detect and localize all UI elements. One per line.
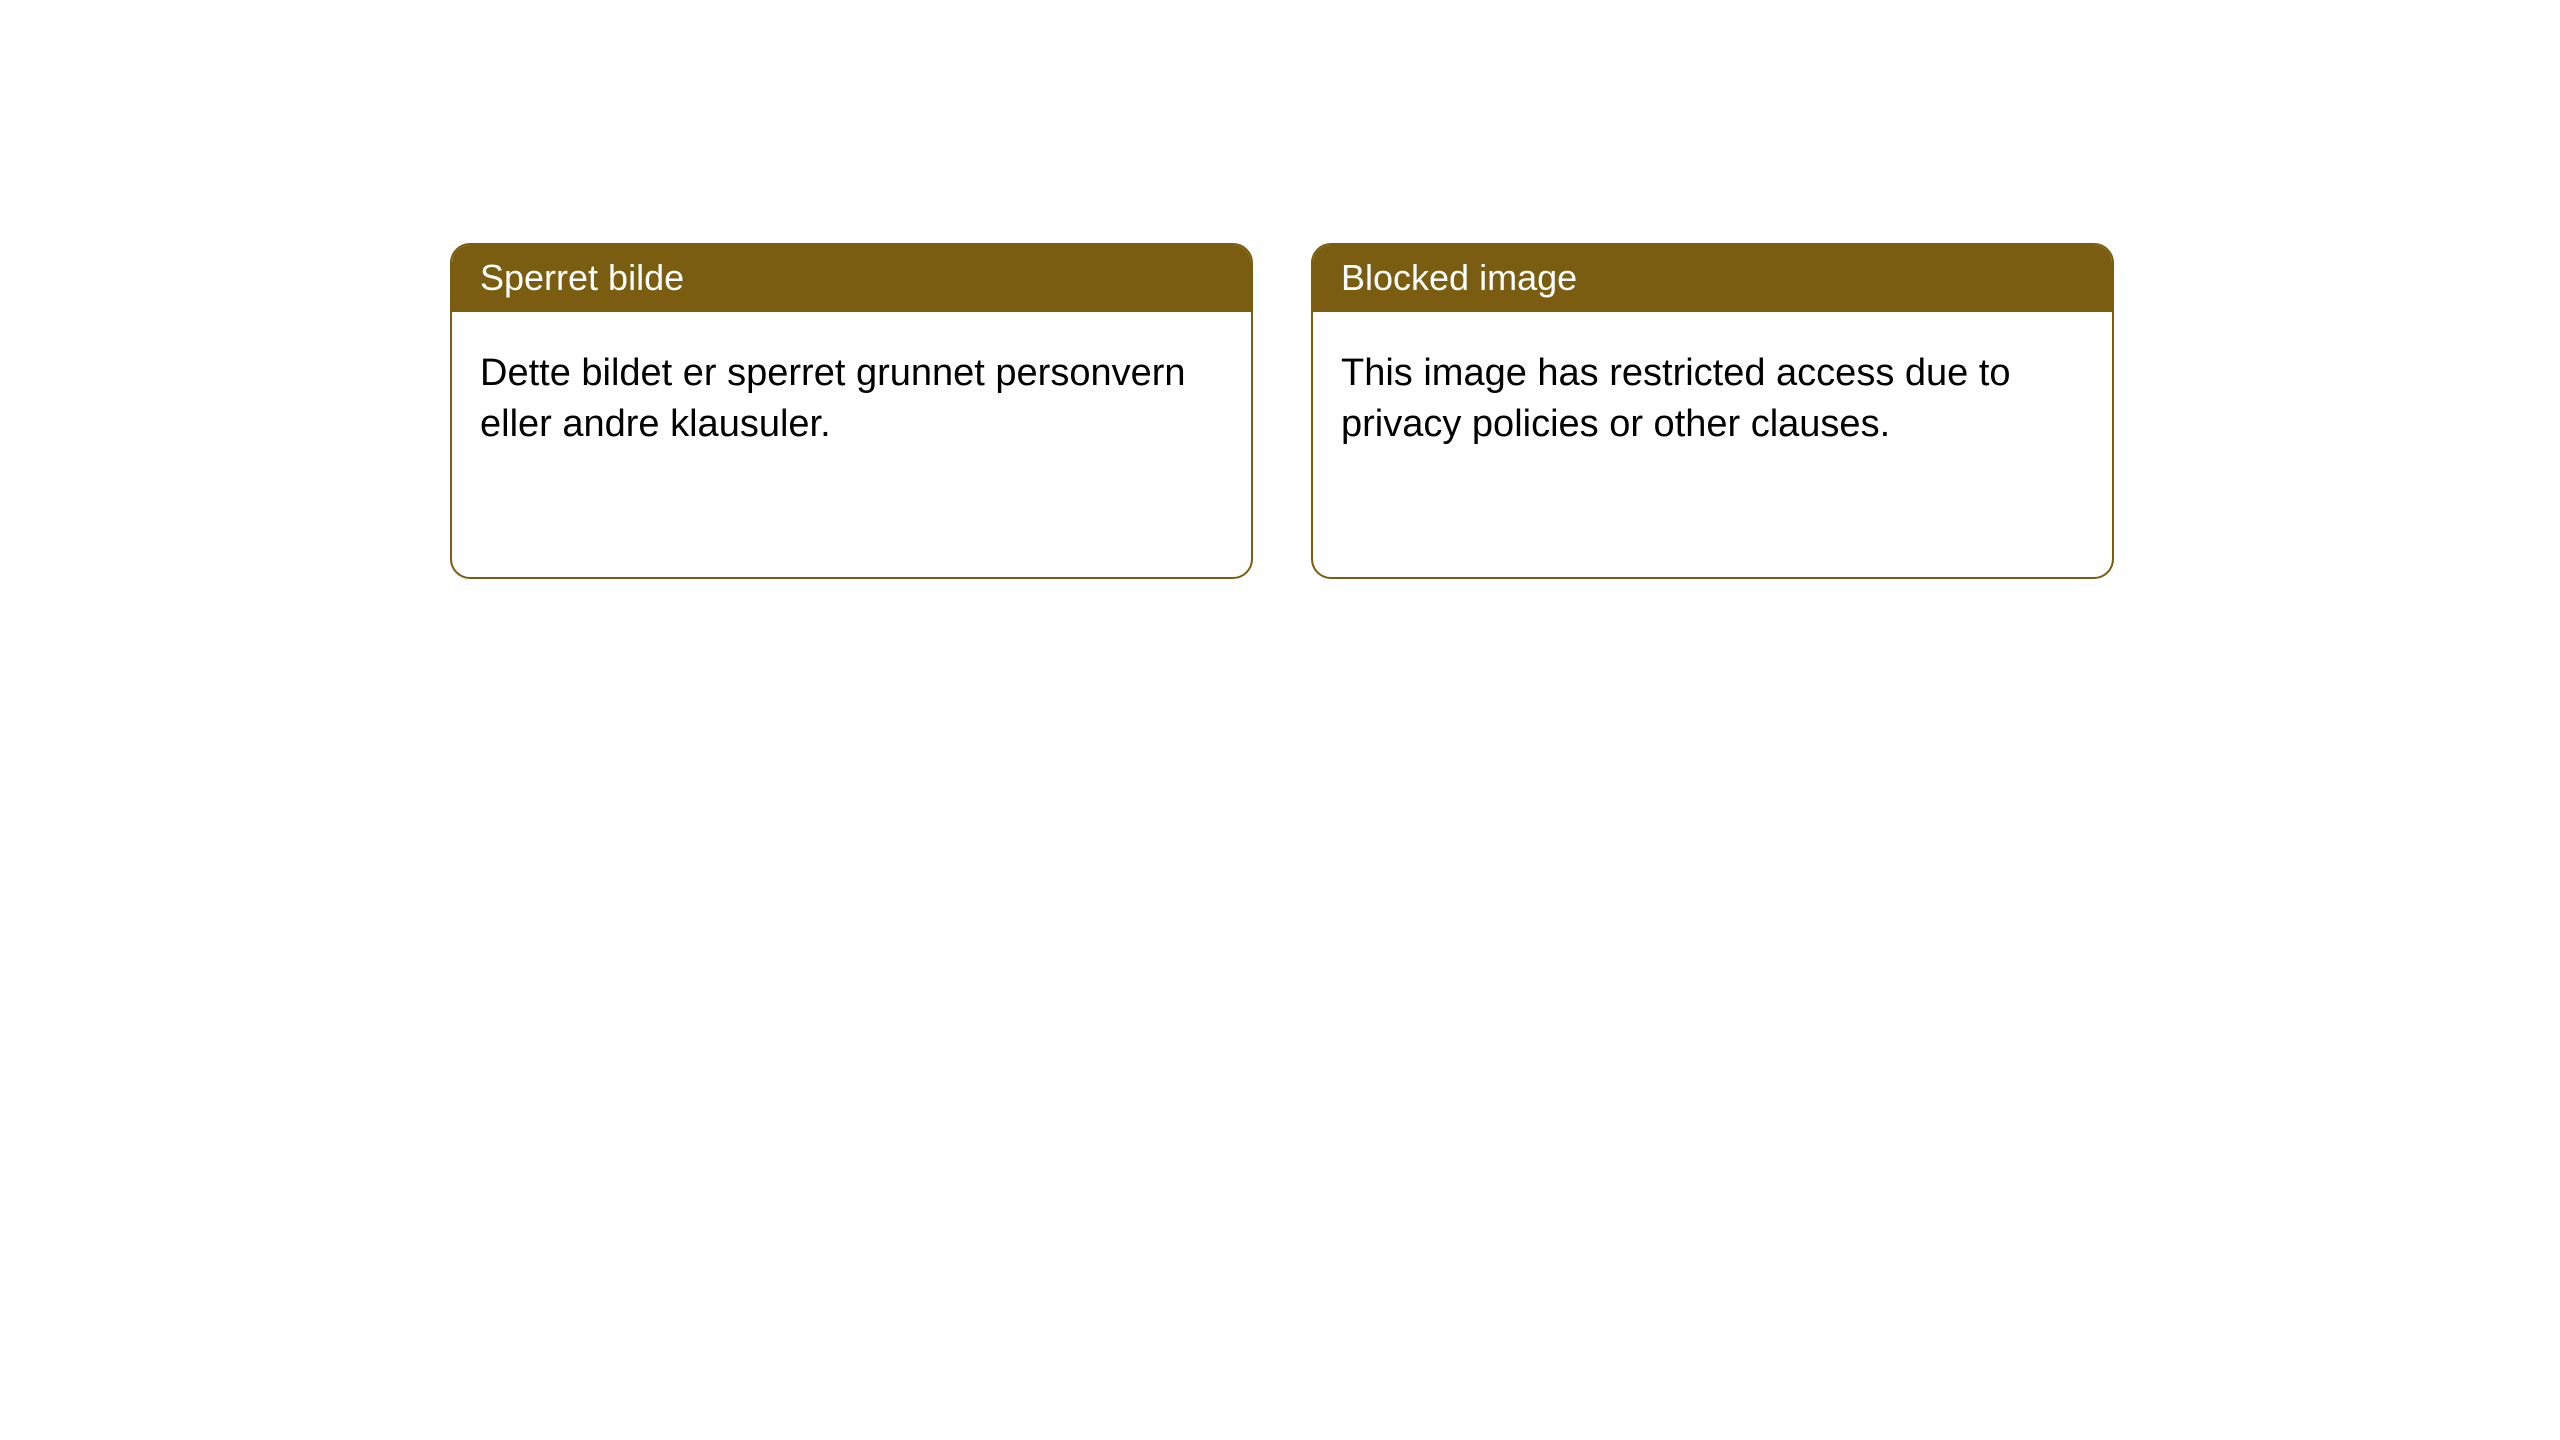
notice-card-english: Blocked image This image has restricted … xyxy=(1311,243,2114,579)
notice-title: Sperret bilde xyxy=(480,257,684,298)
notice-card-body: This image has restricted access due to … xyxy=(1313,312,2112,487)
notice-card-norwegian: Sperret bilde Dette bildet er sperret gr… xyxy=(450,243,1253,579)
notice-card-header: Blocked image xyxy=(1313,245,2112,312)
notice-body-text: Dette bildet er sperret grunnet personve… xyxy=(480,352,1186,445)
notice-body-text: This image has restricted access due to … xyxy=(1341,352,2011,445)
notice-title: Blocked image xyxy=(1341,257,1577,298)
notice-container: Sperret bilde Dette bildet er sperret gr… xyxy=(0,0,2560,579)
notice-card-header: Sperret bilde xyxy=(452,245,1251,312)
notice-card-body: Dette bildet er sperret grunnet personve… xyxy=(452,312,1251,487)
